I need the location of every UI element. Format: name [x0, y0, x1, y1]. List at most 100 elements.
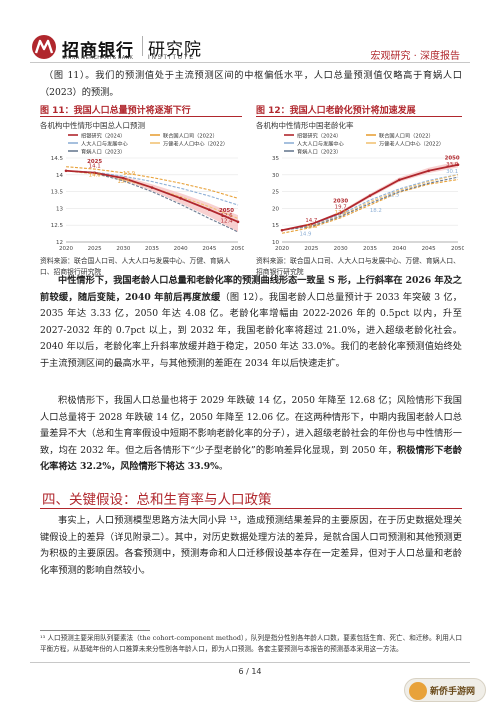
data-label: 14.0	[89, 172, 102, 178]
data-label: 14.1	[89, 163, 101, 169]
data-label: 18.2	[370, 208, 382, 214]
figure-12-source: 资料来源：联合国人口司、人大人口与发展中心、万健、育娲人口、招商银行研究院	[256, 257, 460, 276]
series-line	[281, 176, 459, 231]
scenario-text-c: 。	[218, 461, 229, 472]
data-label: 2025	[87, 159, 102, 165]
data-label: 17.9	[335, 210, 348, 216]
forecast-band	[66, 170, 238, 232]
data-label: 22.5	[387, 193, 399, 199]
x-tick-label: 2025	[88, 246, 102, 252]
footnote: ¹³ 人口预测主要采用队列要素法（the cohort-component me…	[40, 634, 462, 653]
data-label: 13.9	[123, 171, 136, 177]
neutral-scenario-lead: 中性情形下，我国老龄人口总量和老龄化率的预测曲线形态一致呈 S 形，上行斜率在 …	[40, 275, 462, 303]
series-point	[280, 228, 284, 232]
x-tick-label: 2050	[231, 246, 244, 252]
logo-divider	[142, 36, 143, 56]
bank-name-cn: 招商银行	[62, 41, 134, 61]
bank-name-en: CHINA MERCHANTS BANK	[62, 55, 134, 61]
figure-11-rule	[40, 116, 242, 117]
legend-label: 育娲人口（2023）	[297, 148, 341, 156]
series-point	[64, 169, 68, 173]
y-tick-label: 12.5	[51, 223, 64, 229]
series-line	[281, 178, 459, 234]
data-label: 12.4	[221, 219, 234, 225]
legend-label: 联合国人口司（2022）	[163, 132, 218, 140]
bank-logo-icon	[32, 35, 56, 59]
x-tick-label: 2030	[334, 246, 348, 252]
x-tick-label: 2020	[59, 246, 73, 252]
institute-name-cn: 研究院	[148, 40, 202, 60]
report-type: 宏观研究 · 深度报告	[370, 51, 460, 62]
data-label: 2050	[445, 155, 460, 161]
series-point	[339, 211, 342, 215]
y-tick-label: 10	[272, 240, 279, 246]
data-label: 14.3	[305, 224, 317, 230]
legend-label: 联合国人口司（2022）	[379, 132, 434, 140]
y-tick-label: 13	[56, 206, 63, 212]
y-tick-label: 13.5	[51, 190, 64, 196]
legend-label: 万健老人人口中心（2022）	[379, 140, 444, 148]
x-tick-label: 2045	[202, 246, 216, 252]
x-tick-label: 2050	[451, 246, 464, 252]
data-label: 2030	[333, 198, 348, 204]
neutral-scenario-paragraph: 中性情形下，我国老龄人口总量和老龄化率的预测曲线形态一致呈 S 形，上行斜率在 …	[40, 273, 462, 372]
series-line	[65, 166, 239, 199]
page-header: 招商银行 CHINA MERCHANTS BANK 研究院 INSTITUTE …	[0, 0, 500, 62]
legend-label: 人大人口与发展中心	[297, 140, 344, 148]
x-tick-label: 2030	[116, 246, 130, 252]
data-label: 14.7	[305, 218, 317, 224]
header-divider	[30, 62, 470, 63]
figure-12-rule	[256, 116, 462, 117]
data-label: 2050	[219, 208, 234, 214]
series-point	[427, 169, 430, 173]
series-point	[150, 186, 154, 189]
y-tick-label: 35	[272, 156, 279, 162]
series-point	[208, 208, 211, 212]
x-tick-label: 2020	[275, 246, 289, 252]
data-label: 30.1	[446, 169, 458, 175]
institute-name-en: INSTITUTE	[148, 55, 196, 61]
scenario-text-a: 积极情形下，我国人口总量也将于 2029 年跌破 14 亿，2050 年降至 1…	[40, 395, 462, 456]
site-watermark: 新侨手游网	[404, 678, 486, 702]
figure-12-subtitle: 各机构中性情形中国老龄化率	[256, 121, 354, 130]
section-rule	[40, 508, 462, 509]
series-line	[65, 170, 239, 233]
watermark-logo-icon	[409, 682, 427, 700]
data-label: 13.7	[117, 179, 129, 185]
data-label: 12.6	[221, 213, 234, 219]
x-tick-label: 2045	[422, 246, 436, 252]
series-point	[456, 163, 460, 167]
x-tick-label: 2040	[392, 246, 406, 252]
series-point	[93, 171, 96, 175]
page-number: 6 / 14	[238, 667, 262, 676]
scenario-comparison-paragraph: 积极情形下，我国人口总量也将于 2029 年跌破 14 亿，2050 年降至 1…	[40, 393, 462, 476]
y-tick-label: 25	[272, 190, 279, 196]
y-tick-label: 14.5	[51, 156, 64, 162]
series-point	[122, 176, 125, 180]
scenario-emphasis: 积极情形下老龄化率将达 32.2%，风险情形下将达 33.9%	[40, 444, 462, 473]
y-tick-label: 15	[272, 223, 279, 229]
population-line-chart: 招银研究（2024） 联合国人口司（2022） 人大人口与发展中心 万健老人人口中心（…	[51, 132, 244, 253]
intro-paragraph: （图 11）。我们的预测值处于主流预测区间的中枢偏低水平，人口总量预测值仅略高于…	[40, 70, 462, 98]
aging-rate-line-chart: 招银研究（2024） 联合国人口司（2022） 人大人口与发展中心 万健老人人口中心（…	[272, 132, 464, 253]
series-point	[236, 220, 240, 224]
y-tick-label: 14	[56, 173, 63, 179]
figure-11-title: 图 11：我国人口总量预计将逐渐下行	[40, 106, 191, 116]
x-tick-label: 2035	[145, 246, 159, 252]
x-tick-label: 2025	[304, 246, 318, 252]
x-tick-label: 2040	[174, 246, 188, 252]
series-point	[179, 197, 182, 200]
data-label: 14.9	[299, 231, 312, 237]
y-tick-label: 20	[272, 206, 279, 212]
legend-label: 招银研究（2024）	[81, 132, 125, 140]
series-point	[368, 194, 372, 197]
series-point	[398, 178, 401, 182]
y-tick-label: 12	[56, 240, 63, 246]
footnote-rule	[40, 630, 150, 631]
assumptions-paragraph: 事实上，人口预测模型思路方法大同小异 ¹³，造成预测结果差异的主要原因，在于历史…	[40, 515, 462, 576]
figure-12-title: 图 12：我国人口老龄化预计将加速发展	[256, 106, 416, 116]
legend-label: 万健老人人口中心（2022）	[163, 140, 228, 148]
neutral-scenario-text: （图 12）。我国老龄人口总量预计于 2033 年突破 3 亿，2035 年达 …	[40, 291, 462, 369]
data-label: 19.7	[335, 204, 347, 210]
figure-11-subtitle: 各机构中性情形中国总人口预测	[40, 121, 145, 130]
